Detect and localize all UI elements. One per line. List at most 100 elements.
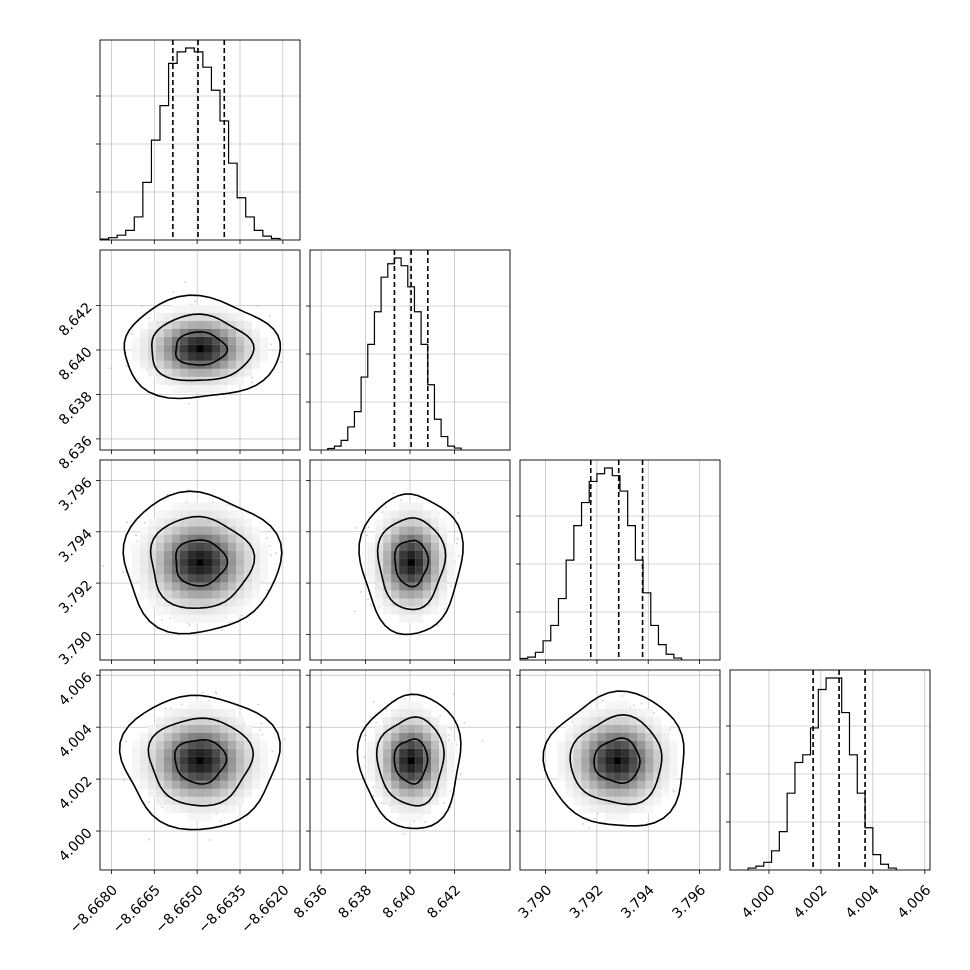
density-cell bbox=[399, 502, 408, 511]
sample-point bbox=[372, 700, 375, 703]
density-cell bbox=[236, 606, 244, 615]
density-cell bbox=[148, 368, 156, 377]
sample-point bbox=[125, 740, 128, 743]
density-cell bbox=[407, 804, 416, 813]
density-cell bbox=[220, 574, 228, 583]
density-cell bbox=[212, 510, 220, 519]
sample-point bbox=[653, 712, 655, 715]
density-cell bbox=[423, 724, 432, 733]
density-cell bbox=[164, 590, 172, 599]
density-cell bbox=[180, 304, 188, 313]
density-cell bbox=[228, 606, 236, 615]
scatter-frame-2-4 bbox=[309, 669, 511, 871]
histogram-panel-2 bbox=[306, 250, 510, 450]
sample-point bbox=[413, 820, 416, 823]
sample-point bbox=[372, 795, 375, 798]
density-cell bbox=[140, 590, 148, 599]
density-cell bbox=[415, 614, 424, 623]
density-cell bbox=[407, 510, 416, 519]
density-cell bbox=[236, 368, 244, 377]
density-cell bbox=[407, 788, 416, 797]
density-cell bbox=[180, 550, 188, 559]
density-cell bbox=[415, 780, 424, 789]
density-cell bbox=[148, 328, 156, 337]
density-cell bbox=[172, 360, 180, 369]
density-cell bbox=[188, 368, 196, 377]
density-cell bbox=[148, 518, 156, 527]
histogram-grid-2 bbox=[310, 250, 510, 450]
density-cell bbox=[180, 740, 188, 749]
sample-point bbox=[208, 839, 211, 841]
density-cell bbox=[415, 764, 424, 773]
density-cell bbox=[164, 748, 172, 757]
density-cell bbox=[236, 534, 244, 543]
density-cell bbox=[407, 724, 416, 733]
density-cell bbox=[164, 320, 172, 329]
density-cell bbox=[423, 526, 432, 535]
scatter-frame-1-2 bbox=[99, 249, 301, 451]
density-cell bbox=[236, 518, 244, 527]
histogram-outline-3 bbox=[520, 467, 683, 660]
density-cell bbox=[188, 804, 196, 813]
density-cell bbox=[423, 582, 432, 591]
density-cell bbox=[180, 582, 188, 591]
sample-point bbox=[136, 540, 139, 543]
density-cell bbox=[164, 550, 172, 559]
density-cell bbox=[188, 724, 196, 733]
density-cell bbox=[156, 566, 164, 575]
density-cell bbox=[164, 518, 172, 527]
density-cell bbox=[212, 804, 220, 813]
histogram-outline-1 bbox=[100, 47, 281, 240]
density-cell bbox=[431, 748, 440, 757]
density-cell bbox=[228, 598, 236, 607]
density-cell bbox=[228, 376, 236, 385]
density-cell bbox=[439, 788, 448, 797]
density-cell bbox=[236, 788, 244, 797]
density-cell bbox=[140, 756, 148, 765]
density-cell bbox=[375, 788, 384, 797]
density-cell bbox=[236, 320, 244, 329]
density-cell bbox=[196, 796, 204, 805]
density-cell bbox=[156, 772, 164, 781]
density-cell bbox=[164, 598, 172, 607]
density-cell bbox=[204, 764, 212, 773]
density-cell bbox=[383, 518, 392, 527]
density-cell bbox=[399, 772, 408, 781]
density-cell bbox=[132, 574, 140, 583]
density-cell bbox=[391, 534, 400, 543]
sample-point bbox=[214, 691, 217, 693]
density-cell bbox=[220, 772, 228, 781]
density-cell bbox=[228, 764, 236, 773]
density-cell bbox=[156, 606, 164, 615]
density-cell bbox=[431, 772, 440, 781]
scatter-panel-1-3 bbox=[96, 460, 300, 664]
density-cell bbox=[431, 740, 440, 749]
density-cell bbox=[212, 740, 220, 749]
density-cell bbox=[407, 550, 416, 559]
density-cell bbox=[140, 574, 148, 583]
density-cell bbox=[148, 772, 156, 781]
density-cell bbox=[172, 312, 180, 321]
density-cell bbox=[244, 772, 252, 781]
density-cell bbox=[375, 566, 384, 575]
sample-point bbox=[360, 591, 362, 593]
sample-point bbox=[122, 570, 124, 573]
density-cell bbox=[439, 772, 448, 781]
density-cell bbox=[236, 312, 244, 321]
density-cell bbox=[431, 542, 440, 551]
density-cell bbox=[180, 724, 188, 733]
sample-point bbox=[251, 377, 254, 379]
density-cell bbox=[399, 732, 408, 741]
density-cell bbox=[188, 542, 196, 551]
density-cell bbox=[220, 756, 228, 765]
sample-point bbox=[161, 806, 164, 808]
density-cell bbox=[244, 598, 252, 607]
density-cell bbox=[140, 352, 148, 361]
sample-point bbox=[629, 706, 632, 709]
density-cell bbox=[220, 344, 228, 353]
density-cell bbox=[391, 780, 400, 789]
density-cell bbox=[228, 320, 236, 329]
density-cell bbox=[148, 724, 156, 733]
sample-point bbox=[135, 534, 138, 537]
density-cell bbox=[367, 566, 376, 575]
